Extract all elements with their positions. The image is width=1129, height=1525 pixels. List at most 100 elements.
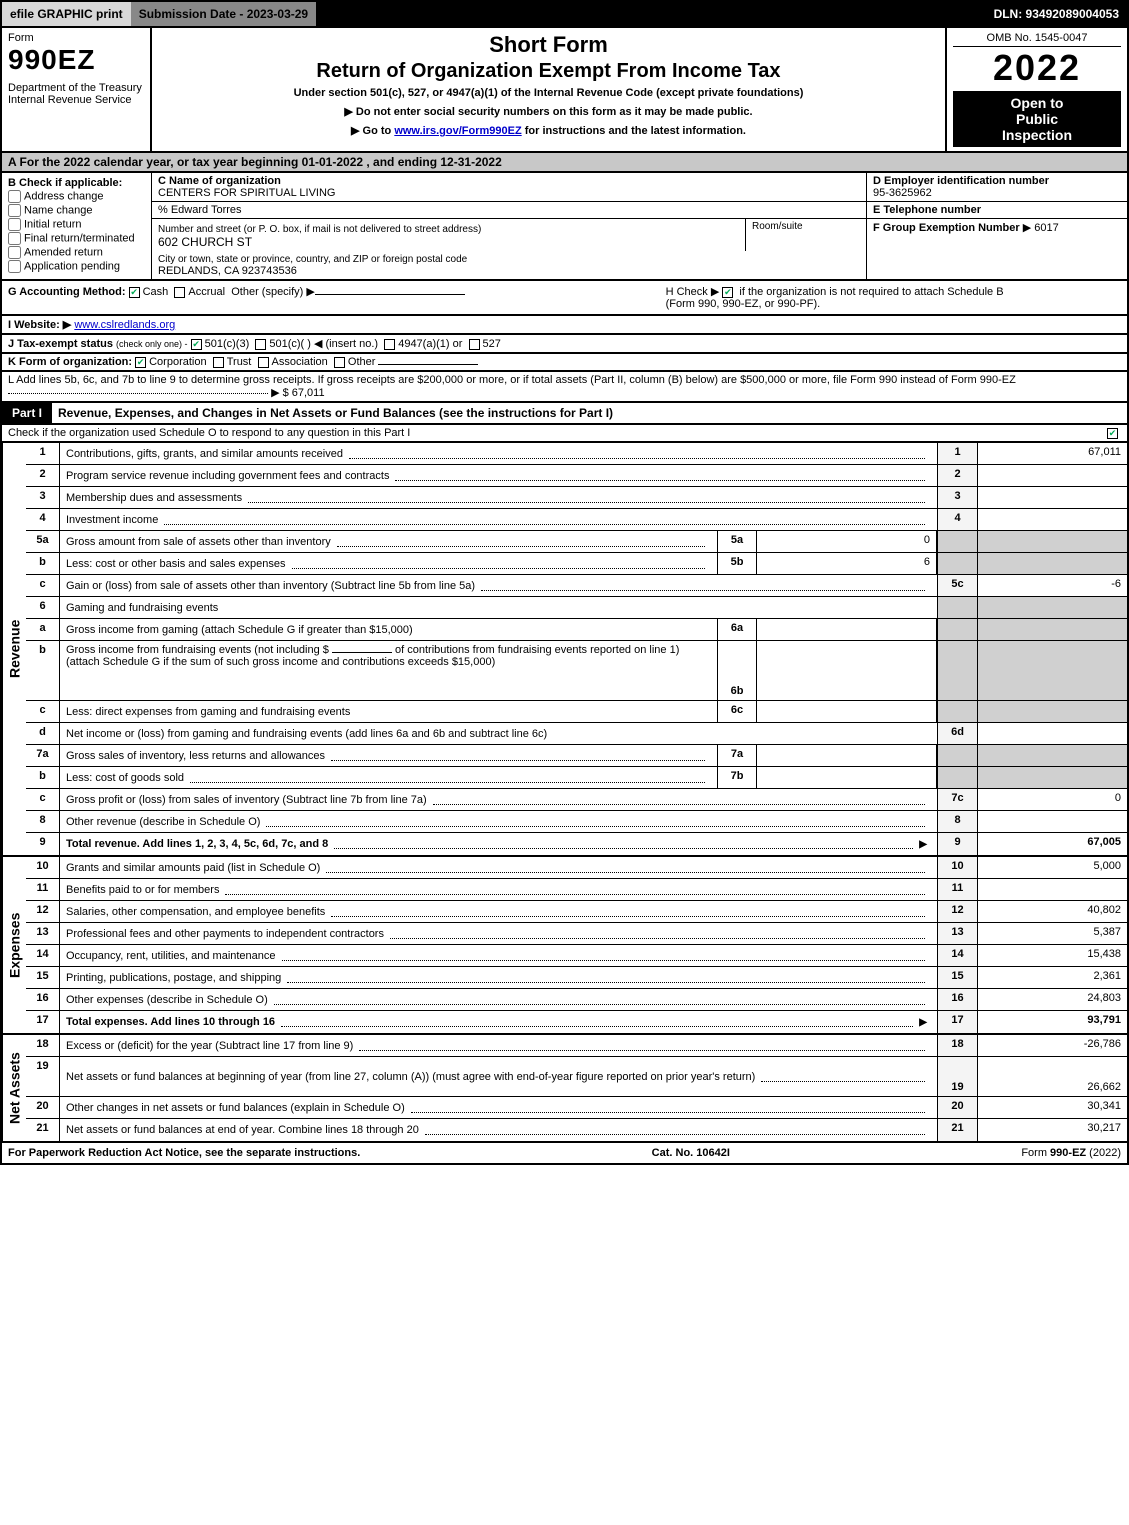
- section-j-status: J Tax-exempt status (check only one) - 5…: [0, 335, 1129, 354]
- section-b-checks: B Check if applicable: Address change Na…: [2, 173, 152, 279]
- irs-label: Internal Revenue Service: [8, 94, 144, 106]
- check-other-org[interactable]: [334, 357, 345, 368]
- line-4-desc: Investment income: [66, 514, 158, 526]
- line-13-amt: 5,387: [977, 923, 1127, 944]
- line-5a-subval: 0: [757, 531, 937, 552]
- subtitle: Under section 501(c), 527, or 4947(a)(1)…: [162, 87, 935, 99]
- line-20-desc: Other changes in net assets or fund bala…: [66, 1102, 405, 1114]
- check-amended-return[interactable]: Amended return: [8, 246, 145, 259]
- line-2-rnum: 2: [937, 465, 977, 486]
- website-link[interactable]: www.cslredlands.org: [74, 319, 175, 331]
- note-goto-pre: ▶ Go to: [351, 125, 394, 137]
- line-1-num: 1: [26, 443, 60, 464]
- line-10-desc: Grants and similar amounts paid (list in…: [66, 862, 320, 874]
- check-final-return[interactable]: Final return/terminated: [8, 232, 145, 245]
- netassets-side-label: Net Assets: [2, 1035, 26, 1141]
- line-8-amt: [977, 811, 1127, 832]
- line-6a-amt: [977, 619, 1127, 640]
- section-g: G Accounting Method: Cash Accrual Other …: [8, 285, 646, 298]
- street-value: 602 CHURCH ST: [158, 235, 252, 249]
- line-9-rnum: 9: [937, 833, 977, 855]
- line-21-rnum: 21: [937, 1119, 977, 1141]
- other-specify-input[interactable]: [315, 294, 465, 295]
- org-name-cell: C Name of organization CENTERS FOR SPIRI…: [152, 173, 866, 202]
- line-5a: 5a Gross amount from sale of assets othe…: [26, 531, 1127, 553]
- line-7a-subval: [757, 745, 937, 766]
- line-6b-contrib-input[interactable]: [332, 652, 392, 653]
- line-5b-rnum: [937, 553, 977, 574]
- check-accrual[interactable]: [174, 287, 185, 298]
- check-schedule-b[interactable]: [722, 287, 733, 298]
- check-trust[interactable]: [213, 357, 224, 368]
- line-7c-num: c: [26, 789, 60, 810]
- check-association[interactable]: [258, 357, 269, 368]
- other-org-input[interactable]: [378, 364, 478, 365]
- footer-right-form: 990-EZ: [1050, 1147, 1086, 1159]
- h-text3: (Form 990, 990-EZ, or 990-PF).: [666, 298, 821, 310]
- room-cell: Room/suite: [746, 219, 866, 251]
- phone-label: E Telephone number: [873, 204, 981, 216]
- efile-print-label[interactable]: efile GRAPHIC print: [2, 2, 131, 26]
- check-application-pending[interactable]: Application pending: [8, 260, 145, 273]
- line-7b-desc: Less: cost of goods sold: [66, 772, 184, 784]
- line-2: 2 Program service revenue including gove…: [26, 465, 1127, 487]
- check-cash[interactable]: [129, 287, 140, 298]
- phone-cell: E Telephone number: [867, 202, 1127, 219]
- line-17-rnum: 17: [937, 1011, 977, 1033]
- line-14: 14 Occupancy, rent, utilities, and maint…: [26, 945, 1127, 967]
- line-5b-amt: [977, 553, 1127, 574]
- line-6-rnum: [937, 597, 977, 618]
- line-6-desc: Gaming and fundraising events: [66, 602, 218, 614]
- line-5a-subnum: 5a: [717, 531, 757, 552]
- city-label: City or town, state or province, country…: [158, 254, 467, 265]
- check-527[interactable]: [469, 339, 480, 350]
- line-16: 16 Other expenses (describe in Schedule …: [26, 989, 1127, 1011]
- line-5a-amt: [977, 531, 1127, 552]
- line-16-rnum: 16: [937, 989, 977, 1010]
- line-19-num: 19: [26, 1057, 60, 1096]
- check-initial-return-label: Initial return: [24, 218, 81, 230]
- check-501c3[interactable]: [191, 339, 202, 350]
- opt-association: Association: [272, 356, 328, 368]
- line-13: 13 Professional fees and other payments …: [26, 923, 1127, 945]
- note-goto-post: for instructions and the latest informat…: [522, 125, 746, 137]
- check-initial-return[interactable]: Initial return: [8, 218, 145, 231]
- line-5b-subnum: 5b: [717, 553, 757, 574]
- check-address-change[interactable]: Address change: [8, 190, 145, 203]
- line-13-desc: Professional fees and other payments to …: [66, 928, 384, 940]
- irs-link[interactable]: www.irs.gov/Form990EZ: [394, 125, 521, 137]
- note-public: ▶ Do not enter social security numbers o…: [162, 105, 935, 118]
- line-17-amt: 93,791: [977, 1011, 1127, 1033]
- line-11-rnum: 11: [937, 879, 977, 900]
- line-6d-rnum: 6d: [937, 723, 977, 744]
- line-9-num: 9: [26, 833, 60, 855]
- line-2-amt: [977, 465, 1127, 486]
- line-17-num: 17: [26, 1011, 60, 1033]
- section-a-period: A For the 2022 calendar year, or tax yea…: [0, 153, 1129, 173]
- line-3-num: 3: [26, 487, 60, 508]
- line-10-amt: 5,000: [977, 857, 1127, 878]
- group-exemption-value: ▶ 6017: [1023, 222, 1059, 234]
- line-6a-subnum: 6a: [717, 619, 757, 640]
- check-501c[interactable]: [255, 339, 266, 350]
- line-6b-rnum: [937, 641, 977, 700]
- opt-527: 527: [483, 338, 501, 350]
- check-corporation[interactable]: [135, 357, 146, 368]
- opt-501c3: 501(c)(3): [205, 338, 250, 350]
- check-name-change[interactable]: Name change: [8, 204, 145, 217]
- line-6c-rnum: [937, 701, 977, 722]
- line-18-amt: -26,786: [977, 1035, 1127, 1056]
- check-4947[interactable]: [384, 339, 395, 350]
- line-14-num: 14: [26, 945, 60, 966]
- part1-schedule-o-check[interactable]: [1107, 428, 1118, 439]
- section-h: H Check ▶ if the organization is not req…: [666, 285, 1121, 310]
- line-6: 6 Gaming and fundraising events: [26, 597, 1127, 619]
- section-l-gross: L Add lines 5b, 6c, and 7b to line 9 to …: [0, 372, 1129, 403]
- line-14-rnum: 14: [937, 945, 977, 966]
- line-7b-rnum: [937, 767, 977, 788]
- line-11-desc: Benefits paid to or for members: [66, 884, 219, 896]
- line-3: 3 Membership dues and assessments 3: [26, 487, 1127, 509]
- line-1-desc: Contributions, gifts, grants, and simila…: [66, 448, 343, 460]
- check-address-change-label: Address change: [24, 190, 104, 202]
- accrual-label: Accrual: [188, 286, 225, 298]
